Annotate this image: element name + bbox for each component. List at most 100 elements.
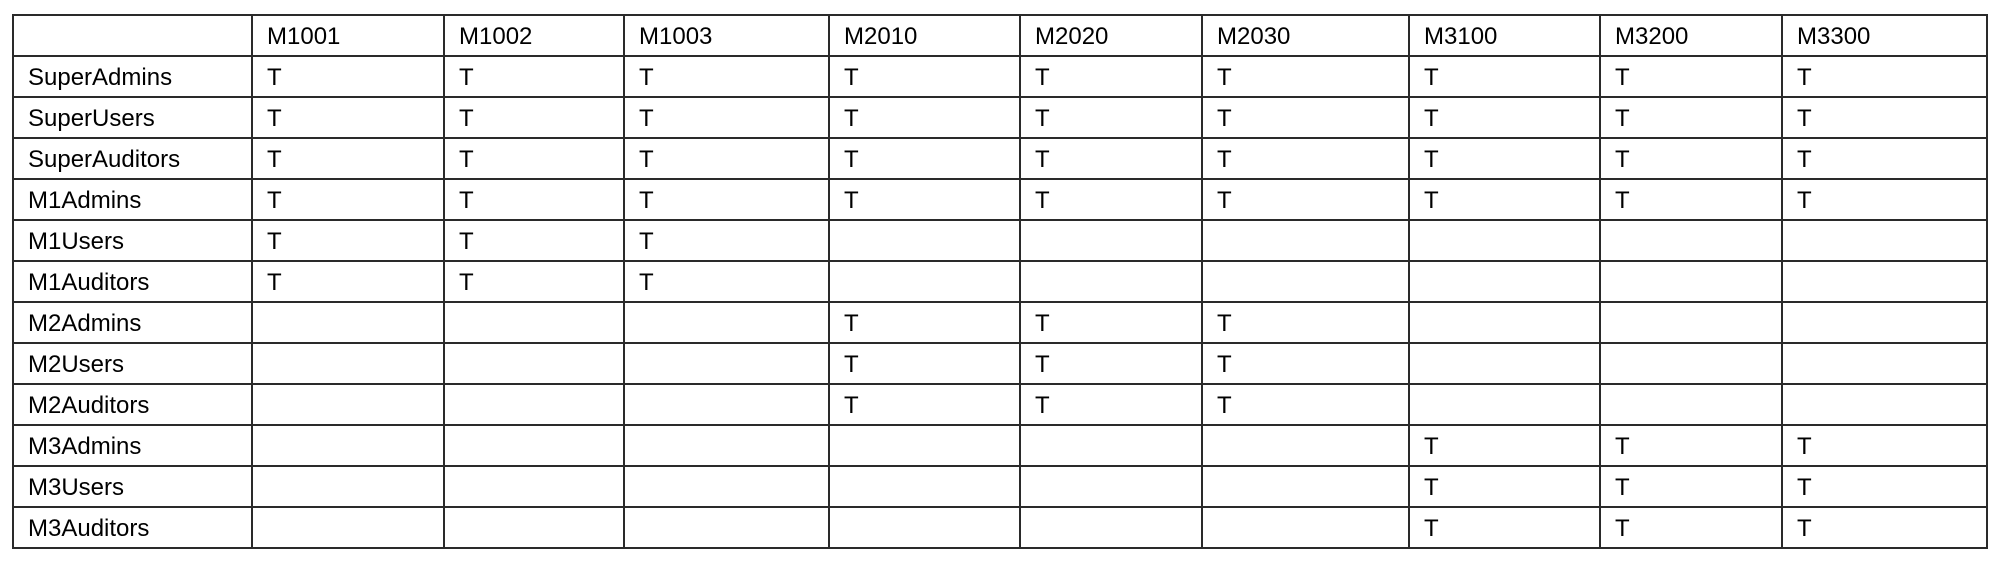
table-cell: T	[1201, 55, 1410, 98]
table-cell	[1201, 219, 1410, 262]
table-cell	[828, 465, 1021, 508]
table-cell: T	[828, 383, 1021, 426]
table-cell: T	[623, 260, 830, 303]
table-row: M2Auditors T T T	[12, 383, 1988, 426]
table-cell: T	[1408, 506, 1601, 549]
table-cell: T	[1781, 506, 1988, 549]
row-label: SuperAdmins	[12, 55, 253, 98]
table-cell	[623, 465, 830, 508]
table-cell	[623, 424, 830, 467]
table-cell: T	[251, 178, 445, 221]
table-cell	[1781, 301, 1988, 344]
table-cell	[443, 424, 625, 467]
table-row: M2Admins T T T	[12, 301, 1988, 344]
table-cell: T	[1019, 137, 1203, 180]
table-cell: T	[1781, 96, 1988, 139]
table-cell: T	[1599, 506, 1783, 549]
table-cell	[1019, 424, 1203, 467]
column-header: M2010	[828, 14, 1021, 57]
table-row: SuperAuditors T T T T T T T T T	[12, 137, 1988, 180]
table-cell: T	[443, 96, 625, 139]
table-cell: T	[1408, 465, 1601, 508]
table-cell: T	[251, 219, 445, 262]
table-cell	[443, 506, 625, 549]
table-cell	[623, 506, 830, 549]
table-row: M1Admins T T T T T T T T T	[12, 178, 1988, 221]
row-label: M1Admins	[12, 178, 253, 221]
table-cell: T	[443, 178, 625, 221]
table-cell: T	[828, 178, 1021, 221]
table-cell	[1201, 260, 1410, 303]
table-cell	[828, 506, 1021, 549]
table-cell: T	[1201, 137, 1410, 180]
row-label: M2Admins	[12, 301, 253, 344]
table-cell	[623, 301, 830, 344]
row-label: SuperUsers	[12, 96, 253, 139]
table-cell: T	[1019, 342, 1203, 385]
table-cell: T	[251, 260, 445, 303]
table-cell: T	[1408, 178, 1601, 221]
table-cell	[1599, 219, 1783, 262]
column-header: M2020	[1019, 14, 1203, 57]
row-label: SuperAuditors	[12, 137, 253, 180]
header-row: M1001 M1002 M1003 M2010 M2020 M2030 M3100 M3200…	[12, 14, 1988, 57]
row-label: M3Auditors	[12, 506, 253, 549]
table-cell: T	[1408, 55, 1601, 98]
table-cell	[1019, 260, 1203, 303]
permissions-table: M1001 M1002 M1003 M2010 M2020 M2030 M3100 M3200…	[12, 14, 1988, 549]
column-header: M1003	[623, 14, 830, 57]
table-cell	[1781, 260, 1988, 303]
table-cell	[1781, 383, 1988, 426]
table-cell	[443, 301, 625, 344]
table-cell: T	[1599, 55, 1783, 98]
table-cell: T	[623, 96, 830, 139]
table-cell: T	[443, 55, 625, 98]
table-cell	[443, 342, 625, 385]
table-cell: T	[1781, 55, 1988, 98]
table-cell	[1201, 424, 1410, 467]
table-cell: T	[1781, 137, 1988, 180]
table-cell: T	[623, 137, 830, 180]
table-cell: T	[623, 178, 830, 221]
table-cell: T	[1201, 383, 1410, 426]
table-cell	[1599, 260, 1783, 303]
table-row: SuperAdmins T T T T T T T T T	[12, 55, 1988, 98]
table-cell	[1408, 383, 1601, 426]
table-cell: T	[1408, 96, 1601, 139]
table-cell	[828, 219, 1021, 262]
table-row: M2Users T T T	[12, 342, 1988, 385]
table-cell	[1408, 301, 1601, 344]
table-cell: T	[1201, 342, 1410, 385]
table-cell	[1408, 219, 1601, 262]
column-header: M1002	[443, 14, 625, 57]
table-cell: T	[251, 137, 445, 180]
table-cell	[1201, 506, 1410, 549]
table-cell: T	[1019, 383, 1203, 426]
table-cell	[623, 342, 830, 385]
table-cell	[1019, 219, 1203, 262]
table-cell: T	[828, 137, 1021, 180]
column-header: M3300	[1781, 14, 1988, 57]
table-cell: T	[443, 219, 625, 262]
table-row: M3Auditors T T T	[12, 506, 1988, 549]
table-cell: T	[1019, 178, 1203, 221]
table-cell: T	[828, 301, 1021, 344]
table-cell	[251, 465, 445, 508]
table-cell	[1408, 260, 1601, 303]
table-cell: T	[1019, 55, 1203, 98]
table-cell: T	[623, 219, 830, 262]
table-cell	[623, 383, 830, 426]
table-cell: T	[623, 55, 830, 98]
table-cell: T	[828, 55, 1021, 98]
row-label: M3Admins	[12, 424, 253, 467]
table-cell: T	[1201, 301, 1410, 344]
table-body: M1001 M1002 M1003 M2010 M2020 M2030 M3100 M3200…	[12, 14, 1988, 549]
table-cell: T	[251, 96, 445, 139]
table-cell: T	[1019, 301, 1203, 344]
table-row: M1Users T T T	[12, 219, 1988, 262]
table-cell	[1019, 506, 1203, 549]
column-header: M2030	[1201, 14, 1410, 57]
table-row: SuperUsers T T T T T T T T T	[12, 96, 1988, 139]
table-cell: T	[828, 342, 1021, 385]
table-cell	[1201, 465, 1410, 508]
